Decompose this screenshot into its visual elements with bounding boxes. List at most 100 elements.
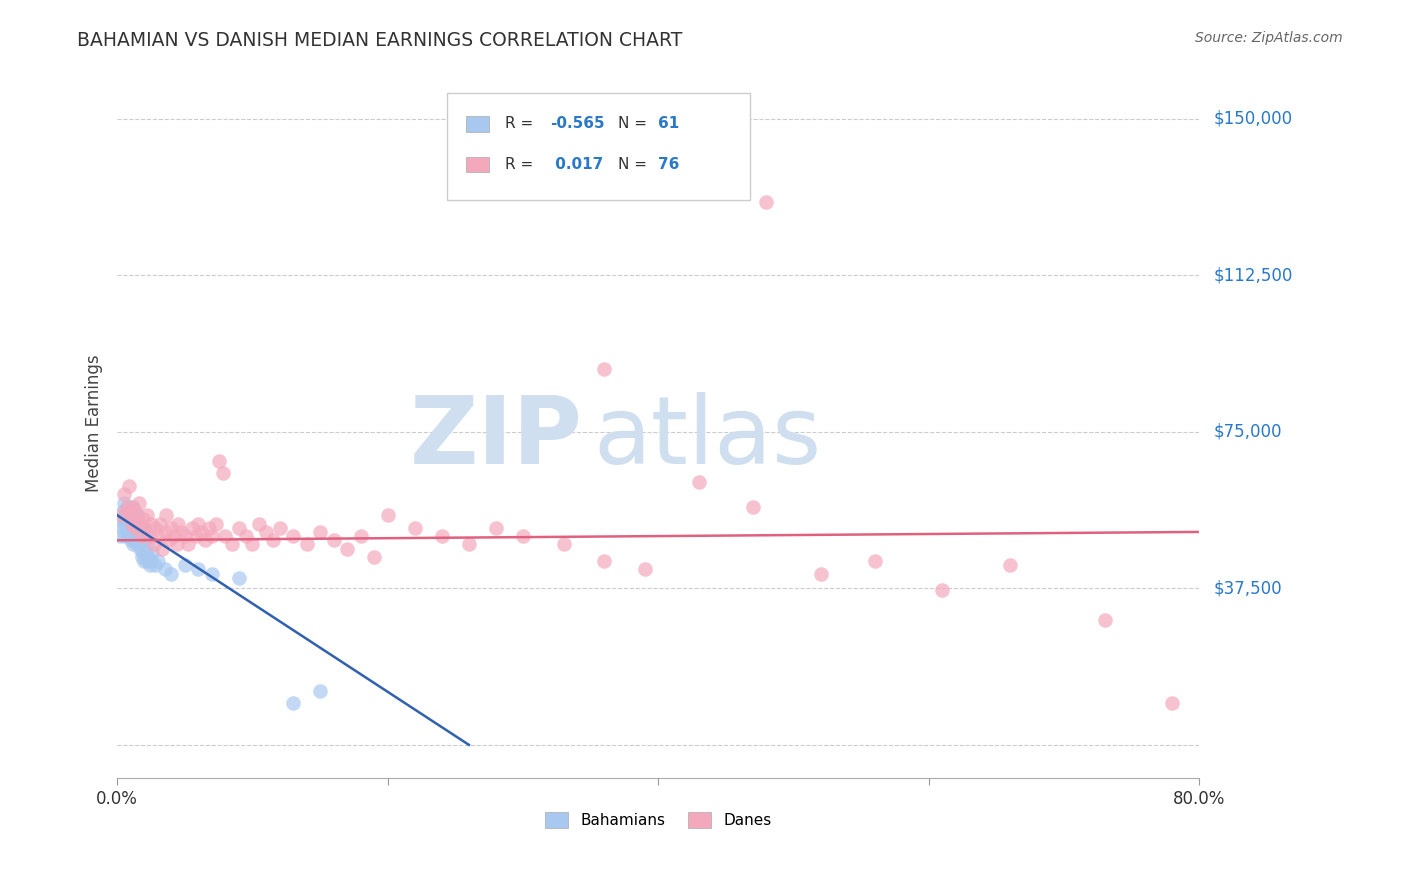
Point [149,516,172,531]
Point [129,524,152,539]
Point [110,512,132,526]
Point [131,529,153,543]
Point [262,533,284,548]
Point [173,558,195,573]
Point [122,508,145,523]
Point [755,195,778,210]
Point [205,516,228,531]
Point [115,504,138,518]
Text: 61: 61 [658,116,679,131]
Point [132,521,155,535]
Point [176,537,198,551]
Point [163,529,186,543]
Bar [465,156,489,172]
Point [131,549,153,564]
Point [122,500,145,514]
Y-axis label: Median Earnings: Median Earnings [86,354,103,492]
Point [111,521,134,535]
Point [136,537,159,551]
FancyBboxPatch shape [447,94,751,200]
Point [125,512,148,526]
Point [115,521,138,535]
Point [127,524,149,539]
Text: BAHAMIAN VS DANISH MEDIAN EARNINGS CORRELATION CHART: BAHAMIAN VS DANISH MEDIAN EARNINGS CORRE… [77,31,683,50]
Point [187,562,209,576]
Point [201,529,224,543]
Point [108,529,131,543]
Point [1094,613,1116,627]
Point [121,516,143,531]
Point [457,537,479,551]
Point [998,558,1021,573]
Point [117,529,139,543]
Point [114,529,136,543]
Point [124,504,146,518]
Point [157,533,180,548]
Text: atlas: atlas [593,392,821,483]
Point [127,508,149,523]
Point [111,504,134,518]
Point [170,524,193,539]
Point [593,554,616,568]
Point [124,533,146,548]
Point [143,558,166,573]
Point [377,508,399,523]
Point [166,537,188,551]
Point [131,529,153,543]
Point [114,512,136,526]
Text: $112,500: $112,500 [1213,266,1292,285]
Point [430,529,453,543]
Point [112,487,135,501]
Point [120,504,142,518]
Point [322,533,344,548]
Point [139,516,162,531]
Point [117,504,139,518]
Point [117,516,139,531]
Point [134,554,156,568]
Point [138,558,160,573]
Point [201,566,224,581]
Point [742,500,765,514]
Point [127,508,149,523]
Point [810,566,832,581]
Point [136,549,159,564]
Point [155,508,177,523]
Point [115,500,138,514]
Text: 76: 76 [658,157,679,172]
Point [254,524,277,539]
Point [863,554,886,568]
Point [142,537,165,551]
Point [121,529,143,543]
Bar [465,116,489,132]
Point [153,524,176,539]
Point [120,533,142,548]
Point [118,479,141,493]
Point [112,508,135,523]
Point [129,541,152,556]
Point [121,500,143,514]
Point [128,516,150,531]
Point [228,521,250,535]
Point [121,516,143,531]
Point [593,362,616,376]
Point [281,696,304,710]
Point [180,521,202,535]
Point [404,521,426,535]
Text: R =: R = [505,157,533,172]
Text: $37,500: $37,500 [1213,579,1282,598]
Point [146,529,169,543]
Point [167,516,190,531]
Point [350,529,373,543]
Text: $150,000: $150,000 [1213,110,1292,128]
Point [247,516,270,531]
Point [136,508,159,523]
Point [485,521,508,535]
Point [122,524,145,539]
Point [228,571,250,585]
Point [190,524,212,539]
Point [931,583,953,598]
Point [160,566,183,581]
Point [309,683,332,698]
Point [1161,696,1184,710]
Point [150,541,173,556]
